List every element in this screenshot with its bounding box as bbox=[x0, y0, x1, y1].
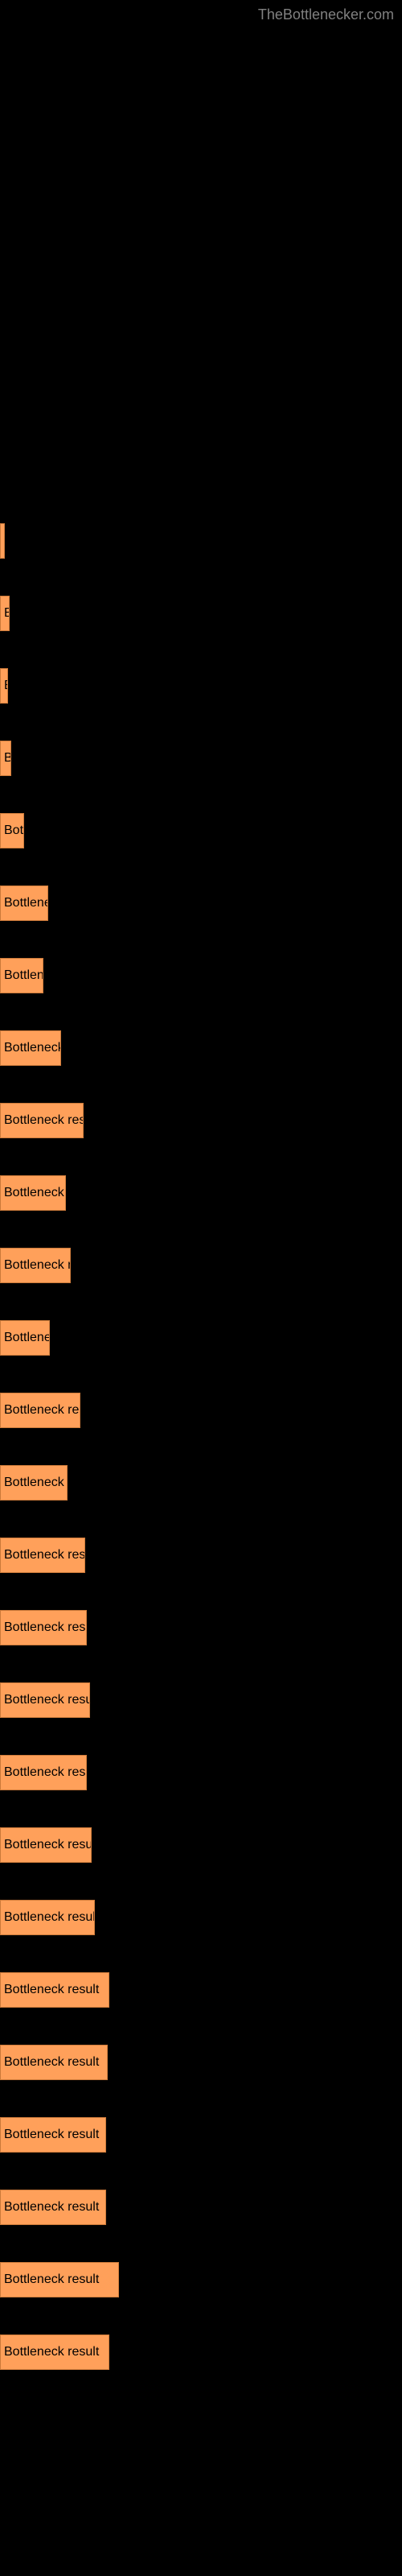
chart-bar: Bottlene bbox=[0, 958, 43, 993]
chart-bar: Bottleneck result bbox=[0, 2045, 108, 2080]
chart-bar: Bottleneck result bbox=[0, 1972, 109, 2008]
chart-bar: B bbox=[0, 741, 11, 776]
chart-bar: Bottleneck result bbox=[0, 1900, 95, 1935]
watermark-text: TheBottlenecker.com bbox=[258, 6, 394, 23]
chart-bar bbox=[0, 523, 5, 559]
chart-bar: B bbox=[0, 596, 10, 631]
chart-bar: Bottleneck bbox=[0, 1320, 50, 1356]
chart-bar: Bottleneck result bbox=[0, 2117, 106, 2153]
chart-bar: Bottleneck re bbox=[0, 1465, 68, 1501]
chart-container: TheBottlenecker.com B B B Bottlen Bottleneck… bbox=[0, 0, 402, 2576]
chart-bar: Bottleneck result bbox=[0, 1610, 87, 1645]
chart-bar: Bottleneck result bbox=[0, 1538, 85, 1573]
chart-bar: Bottleneck resul bbox=[0, 1103, 84, 1138]
chart-bar: B bbox=[0, 668, 8, 704]
chart-bar: Bottlen bbox=[0, 813, 24, 848]
chart-bar: Bottleneck result bbox=[0, 1393, 80, 1428]
chart-bar: Bottleneck result bbox=[0, 1682, 90, 1718]
chart-bar: Bottleneck res bbox=[0, 1248, 71, 1283]
chart-bar: Bottleneck result bbox=[0, 2262, 119, 2297]
chart-bar: Bottleneck result bbox=[0, 2190, 106, 2225]
chart-bar: Bottleneck re bbox=[0, 1030, 61, 1066]
chart-bar: Bottleneck bbox=[0, 886, 48, 921]
chart-bar: Bottleneck re bbox=[0, 1175, 66, 1211]
chart-bar: Bottleneck result bbox=[0, 1755, 87, 1790]
chart-bar: Bottleneck result bbox=[0, 1827, 92, 1863]
chart-bar: Bottleneck result bbox=[0, 2334, 109, 2370]
